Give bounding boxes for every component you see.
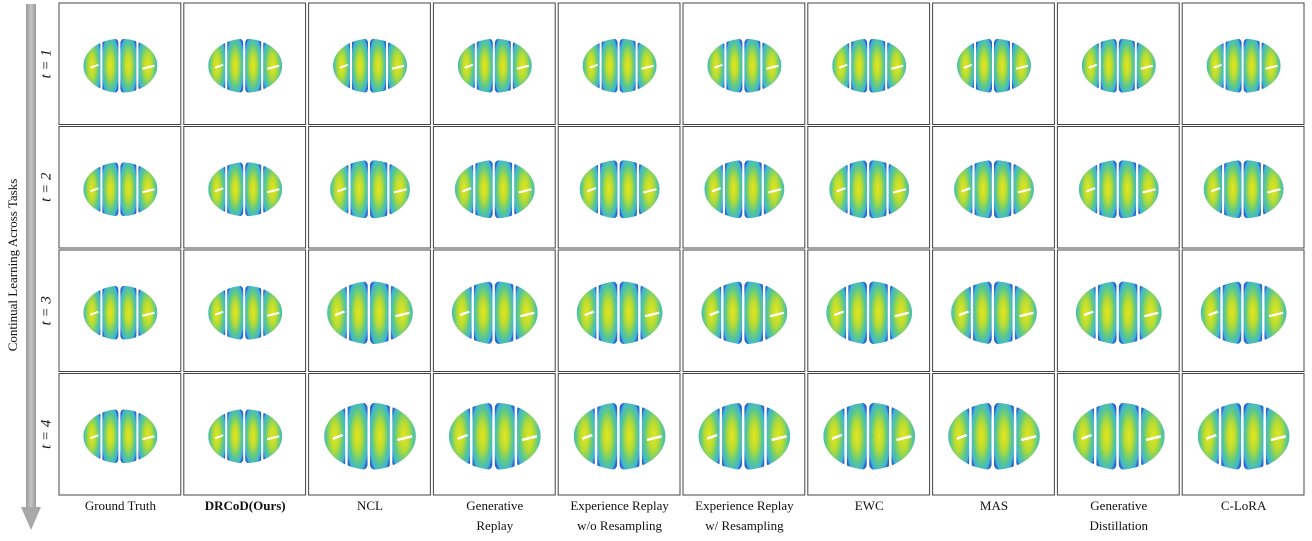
cell-image xyxy=(208,39,282,93)
cell-image xyxy=(458,39,532,93)
column-label: Experience Replay xyxy=(695,498,794,513)
cell-image xyxy=(208,409,282,463)
column-label: EWC xyxy=(855,498,884,513)
cell-frame xyxy=(309,127,431,249)
cell-image xyxy=(826,281,912,344)
cell-frame xyxy=(808,127,930,249)
cell-image xyxy=(449,403,541,470)
cell-image xyxy=(452,281,538,344)
cell-image xyxy=(699,403,791,470)
cell-image xyxy=(829,160,909,218)
cell-frame xyxy=(683,3,805,125)
cell-frame xyxy=(558,127,680,249)
cell-frame xyxy=(1182,3,1304,125)
column-label: w/o Resampling xyxy=(577,518,662,533)
column-label: Ground Truth xyxy=(85,498,157,513)
cell-frame xyxy=(558,3,680,125)
cell-image xyxy=(951,281,1037,344)
cell-frame xyxy=(1057,3,1179,125)
column-label: Experience Replay xyxy=(570,498,669,513)
cell-image xyxy=(1207,39,1281,93)
column-label: Generative xyxy=(1090,498,1147,513)
column-label: MAS xyxy=(980,498,1008,513)
row-label: t = 4 xyxy=(38,419,54,449)
cell-frame xyxy=(309,3,431,125)
cell-image xyxy=(583,39,657,93)
cell-frame xyxy=(933,3,1055,125)
cell-frame xyxy=(59,250,181,372)
cell-image xyxy=(1201,281,1287,344)
cell-frame xyxy=(933,127,1055,249)
column-label: C-LoRA xyxy=(1221,498,1267,513)
cell-image xyxy=(333,39,407,93)
cell-frame xyxy=(59,3,181,125)
column-label: Generative xyxy=(466,498,523,513)
cell-frame xyxy=(1057,127,1179,249)
figure: Continual Learning Across Tasks t = 1 t =… xyxy=(0,0,1312,541)
column-label: Replay xyxy=(476,518,513,533)
cell-image xyxy=(577,281,663,344)
cell-image xyxy=(701,281,787,344)
cell-image xyxy=(208,162,282,216)
cell-image xyxy=(208,286,282,340)
cell-frame xyxy=(1182,127,1304,249)
row-label: t = 2 xyxy=(38,172,54,202)
arrow-head xyxy=(21,507,41,530)
cell-image xyxy=(455,160,535,218)
column-label: Distillation xyxy=(1090,518,1149,533)
cell-image xyxy=(704,160,784,218)
cell-image xyxy=(957,39,1031,93)
cell-frame xyxy=(808,3,930,125)
cell-frame xyxy=(433,127,555,249)
cell-image xyxy=(707,39,781,93)
cell-image xyxy=(823,403,915,470)
cell-image xyxy=(1204,160,1284,218)
cell-frame xyxy=(433,3,555,125)
cell-image xyxy=(1073,403,1165,470)
cell-frame xyxy=(184,250,306,372)
cell-image xyxy=(832,39,906,93)
cell-frame xyxy=(59,127,181,249)
cell-frame xyxy=(184,127,306,249)
cell-image xyxy=(954,160,1034,218)
cell-image xyxy=(324,403,416,470)
column-label: NCL xyxy=(357,498,383,513)
cell-frame xyxy=(59,374,181,496)
cell-image xyxy=(1082,39,1156,93)
axis-label: Continual Learning Across Tasks xyxy=(5,179,20,352)
cell-image xyxy=(574,403,666,470)
cell-image xyxy=(1076,281,1162,344)
cell-image xyxy=(330,160,410,218)
cell-frame xyxy=(184,374,306,496)
cell-frame xyxy=(683,127,805,249)
arrow-shaft xyxy=(26,4,36,509)
row-label: t = 1 xyxy=(38,49,54,78)
cell-image xyxy=(948,403,1040,470)
cell-image xyxy=(327,281,413,344)
cell-image xyxy=(1079,160,1159,218)
cell-image xyxy=(1198,403,1290,470)
column-label: DRCoD(Ours) xyxy=(205,498,286,513)
column-label: w/ Resampling xyxy=(705,518,784,533)
cell-image xyxy=(580,160,660,218)
row-label: t = 3 xyxy=(38,296,54,325)
cell-frame xyxy=(184,3,306,125)
